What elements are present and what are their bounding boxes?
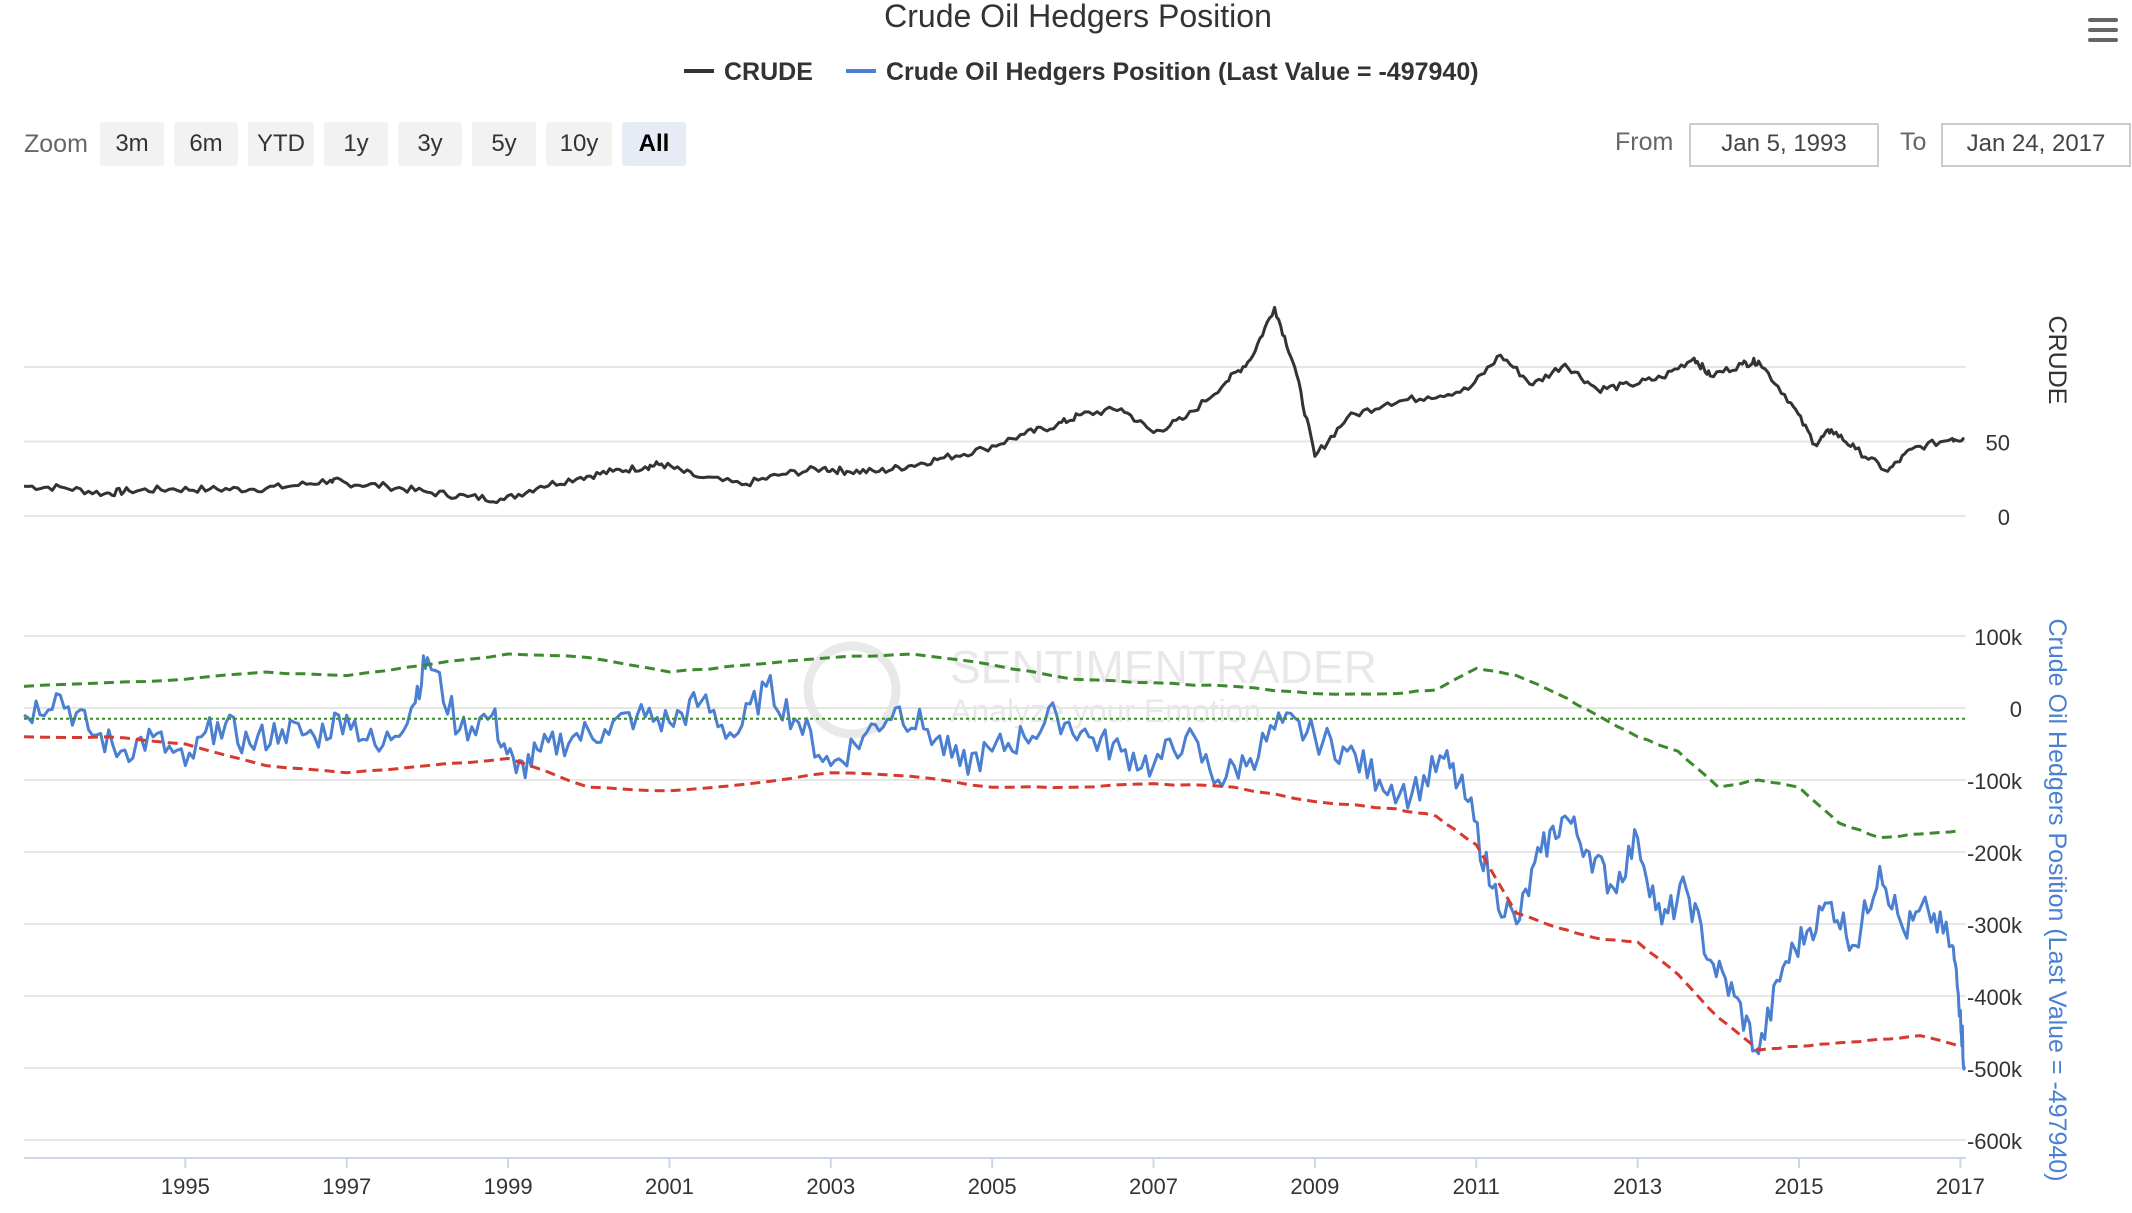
legend-item-crude[interactable]: CRUDE [684,58,813,86]
zoom-button-1y[interactable]: 1y [324,122,388,166]
x-tick-label: 1997 [322,1174,371,1199]
zoom-button-6m[interactable]: 6m [174,122,238,166]
watermark-line1: SENTIMENTRADER [950,641,1377,693]
from-label: From [1615,128,1673,156]
chart-title: Crude Oil Hedgers Position [884,0,1272,34]
series-line-lower-band [23,735,1961,1052]
x-tick-label: 2017 [1936,1174,1985,1199]
zoom-buttons: 3m 6m YTD 1y 3y 5y 10y All [100,122,686,166]
upper-axis-ticks: 0 50 [1986,431,2010,530]
upper-y-axis-title: CRUDE [2043,316,2071,405]
legend-label-crude: CRUDE [724,58,813,86]
zoom-button-label: 1y [343,130,368,157]
lower-y-axis-title: Crude Oil Hedgers Position (Last Value =… [2043,618,2071,1181]
upper-y-tick-label: 50 [1986,431,2010,456]
to-label: To [1900,128,1926,156]
lower-y-tick-label: -200k [1967,841,2023,866]
x-tick-label: 2009 [1290,1174,1339,1199]
x-tick-label: 2003 [806,1174,855,1199]
x-tick-label: 2011 [1453,1174,1500,1199]
x-tick-label: 2007 [1129,1174,1178,1199]
zoom-button-all[interactable]: All [622,122,686,166]
zoom-button-label: 3y [417,130,442,157]
lower-y-tick-label: -500k [1967,1057,2023,1082]
watermark-line2: Analyze your Emotion [950,693,1261,729]
from-date-value: Jan 5, 1993 [1721,130,1846,157]
range-selector: Zoom 3m 6m YTD 1y 3y 5y 10y All From Jan 5, 199… [24,122,2131,167]
series-layer [23,305,1966,1071]
from-date-input[interactable]: Jan 5, 1993 [1689,123,1879,167]
zoom-label: Zoom [24,130,88,158]
to-date-input[interactable]: Jan 24, 2017 [1941,123,2131,167]
x-tick-label: 1999 [484,1174,533,1199]
legend-label-hedgers: Crude Oil Hedgers Position (Last Value =… [886,58,1479,86]
to-date-value: Jan 24, 2017 [1967,130,2106,157]
zoom-button-label: 5y [491,130,516,157]
x-tick-label: 2001 [645,1174,694,1199]
zoom-button-10y[interactable]: 10y [546,122,612,166]
hamburger-menu-icon[interactable] [2085,14,2121,52]
watermark-logo-icon [803,641,901,739]
series-line-crude [23,305,1965,505]
zoom-button-label: All [639,130,670,157]
upper-panel-grid [24,366,1966,517]
series-line-upper-band [23,652,1961,840]
zoom-button-3y[interactable]: 3y [398,122,462,166]
x-tick-label: 2005 [968,1174,1017,1199]
lower-axis-ticks: 100k 0 -100k -200k -300k -400k -500k -600k [1967,625,2023,1154]
zoom-button-ytd[interactable]: YTD [248,122,314,166]
lower-y-tick-label: 100k [1974,625,2023,650]
lower-y-tick-label: -100k [1967,769,2023,794]
x-tick-label: 2015 [1775,1174,1824,1199]
legend-item-hedgers[interactable]: Crude Oil Hedgers Position (Last Value =… [846,58,1479,86]
lower-panel-grid [24,635,1966,1141]
zoom-button-label: YTD [257,130,305,157]
x-tick-label: 1995 [161,1174,210,1199]
series-line-hedgers [23,654,1966,1071]
upper-y-tick-label: 0 [1998,505,2010,530]
zoom-button-label: 10y [560,130,599,157]
zoom-button-label: 3m [115,130,148,157]
legend: CRUDE Crude Oil Hedgers Position (Last V… [684,58,1479,86]
lower-y-tick-label: 0 [2010,697,2022,722]
lower-y-tick-label: -400k [1967,985,2023,1010]
lower-y-tick-label: -300k [1967,913,2023,938]
lower-y-tick-label: -600k [1967,1129,2023,1154]
zoom-button-5y[interactable]: 5y [472,122,536,166]
x-tick-label: 2013 [1613,1174,1662,1199]
x-axis-ticks: 1995 1997 1999 2001 2003 2005 2007 2009 2011 2013… [24,1157,1985,1199]
zoom-button-3m[interactable]: 3m [100,122,164,166]
zoom-button-label: 6m [189,130,222,157]
